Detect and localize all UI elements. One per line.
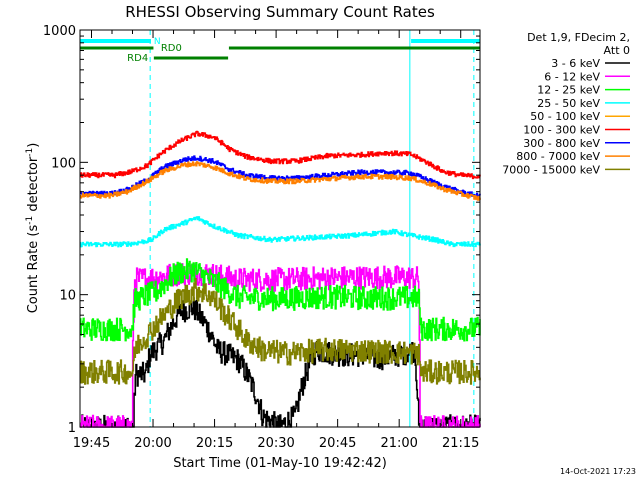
legend-entry-50-100-kev: 50 - 100 keV	[530, 110, 600, 123]
series-800-7000-kev	[79, 161, 481, 201]
decimation-label-rd4: RD4	[127, 53, 148, 64]
legend-entry-6-12-kev: 6 - 12 keV	[544, 70, 600, 83]
legend-entry-300-800-kev: 300 - 800 keV	[523, 137, 600, 150]
legend-entry-25-50-kev: 25 - 50 keV	[537, 97, 600, 110]
decimation-label-rd0: RD0	[161, 43, 182, 54]
chart-title: RHESSI Observing Summary Count Rates	[125, 3, 435, 21]
legend-entry-100-300-kev: 100 - 300 keV	[523, 124, 600, 137]
x-tick-label: 19:45	[73, 436, 110, 451]
y-axis-label: Count Rate (s-1 detector-1)	[25, 143, 41, 314]
legend-entry-800-7000-kev: 800 - 7000 keV	[516, 150, 600, 163]
x-tick-label: 20:45	[319, 436, 356, 451]
attenuator-label: N	[154, 37, 161, 47]
legend-entry-7000-15000-kev: 7000 - 15000 keV	[502, 163, 600, 176]
x-tick-label: 20:00	[134, 436, 171, 451]
series-25-50-kev	[79, 216, 481, 248]
x-tick-label: 20:30	[257, 436, 294, 451]
legend-entry-12-25-kev: 12 - 25 keV	[537, 84, 600, 97]
legend-header: Det 1,9, FDecim 2,	[527, 31, 630, 44]
x-tick-label: 21:15	[442, 436, 479, 451]
footer-timestamp: 14-Oct-2021 17:23	[560, 467, 636, 476]
y-tick-label: 10	[59, 289, 76, 304]
y-tick-label: 1	[68, 421, 76, 436]
y-tick-label: 100	[51, 156, 76, 171]
series-100-300-kev	[79, 130, 481, 180]
axes: 1 10 100 1000 19:45 20:00 20:15 20:30 20:45 21:00…	[43, 24, 480, 451]
x-axis-label: Start Time (01-May-10 19:42:42)	[173, 456, 387, 471]
series-7000-15000-kev	[79, 278, 481, 385]
legend-entry-3-6-kev: 3 - 6 keV	[551, 57, 600, 70]
x-tick-label: 20:15	[196, 436, 233, 451]
series-12-25-kev	[79, 258, 481, 342]
x-tick-label: 21:00	[380, 436, 417, 451]
plot-frame	[79, 29, 481, 428]
y-tick-label: 1000	[43, 24, 76, 39]
legend-header: Att 0	[604, 44, 630, 57]
